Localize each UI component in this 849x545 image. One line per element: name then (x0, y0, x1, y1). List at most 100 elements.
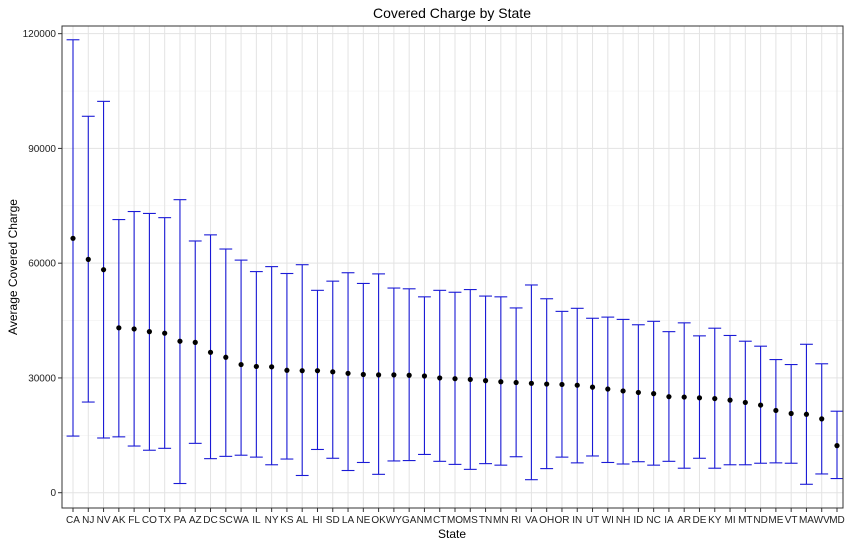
chart-title: Covered Charge by State (373, 5, 531, 21)
x-tick-label: CT (433, 515, 446, 526)
x-tick-label: IA (664, 515, 674, 526)
point-NE (360, 371, 366, 378)
point-AK (116, 325, 122, 331)
x-tick-label: OK (371, 515, 386, 526)
point-TX (162, 330, 168, 336)
point-AL (299, 368, 305, 374)
x-tick-label: IN (572, 515, 582, 526)
x-tick-label: CO (142, 515, 157, 526)
point-NY (269, 364, 275, 370)
point-MS (467, 376, 473, 383)
x-tick-label: ID (633, 515, 643, 526)
x-tick-label: WY (386, 515, 402, 526)
point-FL (131, 326, 137, 332)
point-KY (712, 395, 718, 402)
x-tick-label: HI (312, 515, 322, 526)
x-tick-label: AZ (189, 515, 202, 526)
x-axis-title: State (438, 527, 466, 541)
x-tick-label: SC (219, 515, 233, 526)
point-OH (544, 381, 550, 387)
x-tick-label: LA (342, 515, 355, 526)
mean-points (70, 235, 840, 449)
point-GA (406, 372, 412, 378)
x-tick-label: MT (738, 515, 752, 526)
x-tick-label: VT (785, 515, 798, 526)
point-RI (513, 379, 519, 386)
point-WV (819, 416, 825, 422)
point-OR (559, 381, 565, 388)
x-tick-label: DC (203, 515, 217, 526)
y-tick-label: 120000 (23, 29, 57, 40)
point-NC (651, 391, 657, 397)
x-tick-label: VA (525, 515, 538, 526)
point-LA (345, 370, 351, 376)
point-DC (207, 349, 214, 355)
x-tick-label: NH (616, 515, 630, 526)
x-tick-label: AK (112, 515, 126, 526)
x-tick-label: WI (602, 515, 614, 526)
x-tick-label: MA (799, 515, 814, 526)
x-tick-label: SD (326, 515, 340, 526)
x-tick-label: NV (97, 515, 111, 526)
point-VA (528, 380, 535, 386)
point-ID (635, 389, 641, 396)
x-tick-label: AL (296, 515, 309, 526)
y-tick-label: 0 (50, 488, 56, 499)
point-CA (70, 235, 76, 241)
x-tick-label: FL (128, 515, 140, 526)
point-MT (742, 399, 748, 406)
point-NJ (85, 256, 91, 262)
x-tick-label: OR (554, 515, 569, 526)
x-tick-label: TX (158, 515, 171, 526)
x-tick-label: NY (265, 515, 279, 526)
point-SC (223, 354, 229, 360)
point-VT (788, 410, 794, 417)
x-tick-label: WV (814, 515, 830, 526)
grid-lines (62, 26, 843, 508)
x-tick-label: MD (829, 515, 845, 526)
point-MO (452, 376, 458, 382)
point-CO (146, 329, 152, 335)
point-WA (238, 361, 244, 368)
point-MA (803, 411, 810, 417)
point-HI (314, 368, 321, 374)
y-axis-title: Average Covered Charge (6, 199, 20, 335)
x-tick-label: RI (511, 515, 521, 526)
point-CT (437, 375, 443, 381)
point-MN (498, 379, 504, 385)
point-UT (589, 384, 596, 390)
point-PA (177, 338, 183, 344)
x-tick-label: IL (252, 515, 261, 526)
x-tick-label: KY (708, 515, 722, 526)
plot-panel-border (61, 25, 844, 509)
x-tick-label: NC (646, 515, 660, 526)
point-AZ (192, 339, 198, 345)
x-tick-label: MI (724, 515, 735, 526)
x-tick-label: CA (66, 515, 80, 526)
y-tick-label: 30000 (28, 373, 56, 384)
x-tick-label: ME (768, 515, 783, 526)
x-tick-label: TN (479, 515, 492, 526)
x-tick-label: NM (417, 515, 433, 526)
x-tick-label: ND (753, 515, 767, 526)
x-tick-label: UT (586, 515, 599, 526)
point-ND (758, 402, 764, 408)
point-MD (834, 443, 840, 449)
point-IA (666, 394, 672, 400)
point-AR (681, 394, 687, 400)
point-DE (696, 395, 703, 401)
x-tick-label: AR (677, 515, 691, 526)
x-tick-label: PA (174, 515, 187, 526)
point-NM (421, 373, 428, 379)
point-ME (773, 407, 779, 414)
x-tick-label: WA (233, 515, 249, 526)
point-IN (574, 382, 580, 388)
point-KS (284, 367, 290, 373)
point-WY (391, 372, 397, 378)
point-NH (620, 388, 626, 394)
x-tick-label: NE (356, 515, 370, 526)
point-IL (253, 363, 259, 370)
x-tick-label: KS (280, 515, 294, 526)
x-tick-label: OH (539, 515, 554, 526)
